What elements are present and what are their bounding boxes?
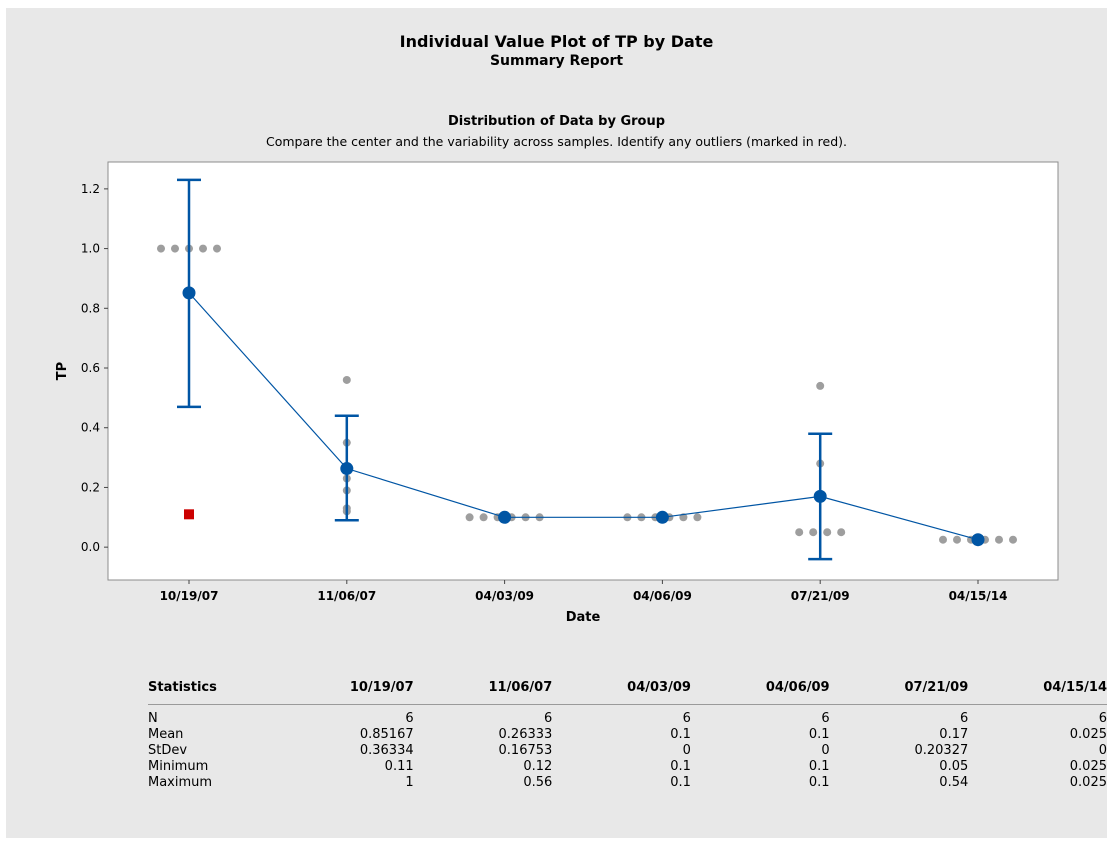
stats-cell: 0.54	[939, 775, 969, 790]
statistics-row: StDev 0.36334 0.16753 0 0 0.20327 0	[148, 743, 1107, 759]
stats-row-label: Mean	[148, 727, 184, 742]
stats-row-label: N	[148, 711, 158, 726]
stats-cell: 0	[1098, 743, 1107, 758]
y-tick-label: 1.2	[81, 182, 100, 196]
stats-cell: 0.05	[939, 759, 969, 774]
stats-cell: 0.1	[670, 727, 691, 742]
stats-cell: 0.36334	[359, 743, 414, 758]
data-point	[809, 528, 818, 537]
statistics-table: Statistics 10/19/07 11/06/07 04/03/09 04…	[148, 678, 1107, 791]
summary-report: Individual Value Plot of TP by Date Summ…	[6, 8, 1107, 838]
y-tick-label: 0.2	[81, 480, 100, 494]
data-point	[199, 244, 207, 253]
y-tick-label: 1.0	[81, 242, 100, 256]
x-tick-label: 04/03/09	[475, 589, 534, 603]
data-point	[479, 513, 488, 522]
stats-cell: 0.1	[670, 775, 691, 790]
mean-marker	[655, 510, 669, 524]
data-point	[171, 244, 179, 253]
statistics-row: Maximum 1 0.56 0.1 0.1 0.54 0.025	[148, 775, 1107, 791]
x-axis-label: Date	[566, 610, 601, 625]
stats-row-label: Maximum	[148, 775, 213, 790]
plot-area	[107, 161, 1059, 581]
x-tick-label: 07/21/09	[791, 589, 850, 603]
stats-cell: 0.025	[1069, 727, 1107, 742]
stats-row-label: StDev	[148, 743, 188, 758]
report-title: Individual Value Plot of TP by Date	[399, 32, 714, 51]
stats-cell: 6	[821, 711, 830, 726]
stats-header-cell: 04/06/09	[690, 678, 830, 705]
data-point	[816, 381, 825, 390]
y-axis-label: TP	[55, 362, 70, 380]
individual-value-plot: 0.0 0.2 0.4 0.6 0.8 1.0 1.2 10/19/07 11/06/07 04/…	[55, 161, 1059, 625]
stats-cell: 0.1	[808, 759, 830, 774]
y-tick-label: 0.8	[81, 301, 100, 315]
stats-cell: 0.11	[384, 759, 414, 774]
stats-cell: 1	[405, 775, 414, 790]
data-point	[837, 528, 846, 537]
data-point	[939, 535, 947, 544]
mean-connect-line	[188, 292, 979, 541]
stats-header-cell: 04/15/14	[968, 678, 1107, 705]
stats-cell: 0.025	[1069, 775, 1107, 790]
data-point	[465, 513, 474, 522]
stats-cell: 0	[821, 743, 830, 758]
statistics-header-row: Statistics 10/19/07 11/06/07 04/03/09 04…	[148, 678, 1107, 705]
stats-cell: 0.025	[1069, 759, 1107, 774]
stats-cell: 6	[405, 711, 414, 726]
data-point	[795, 528, 804, 537]
mean-marker	[182, 286, 196, 300]
data-point	[823, 528, 832, 537]
stats-header-cell: 10/19/07	[274, 678, 414, 705]
stats-cell: 0	[682, 743, 691, 758]
x-tick-label: 10/19/07	[160, 589, 219, 603]
stats-header-cell: Statistics	[148, 678, 275, 705]
data-point	[953, 535, 961, 544]
mean-marker	[498, 510, 512, 524]
stats-cell: 0.17	[939, 727, 969, 742]
data-point	[693, 513, 702, 522]
data-point	[1009, 535, 1017, 544]
data-point	[342, 375, 351, 384]
chart-title: Distribution of Data by Group	[447, 114, 666, 129]
y-tick-label: 0.6	[81, 361, 100, 375]
chart-subtitle: Compare the center and the variability a…	[265, 134, 848, 149]
stats-cell: 0.56	[523, 775, 553, 790]
stats-cell: 0.20327	[914, 743, 969, 758]
data-point	[995, 535, 1003, 544]
stats-cell: 0.16753	[498, 743, 553, 758]
stats-cell: 6	[682, 711, 691, 726]
statistics-row: Minimum 0.11 0.12 0.1 0.1 0.05 0.025	[148, 759, 1107, 775]
mean-marker	[813, 489, 827, 503]
stats-cell: 0.26333	[498, 727, 553, 742]
x-tick-label: 11/06/07	[317, 589, 376, 603]
outlier-point	[184, 509, 194, 520]
x-tick-label: 04/06/09	[633, 589, 692, 603]
stats-cell: 6	[544, 711, 553, 726]
stats-header-cell: 04/03/09	[552, 678, 691, 705]
data-point	[157, 244, 165, 253]
y-tick-label: 0.0	[81, 540, 100, 554]
stats-cell: 6	[959, 711, 969, 726]
x-tick-label: 04/15/14	[949, 589, 1008, 603]
mean-marker	[340, 462, 354, 476]
statistics-row: N 6 6 6 6 6 6	[148, 705, 1107, 728]
stats-cell: 0.85167	[359, 727, 414, 742]
statistics-row: Mean 0.85167 0.26333 0.1 0.1 0.17 0.025	[148, 727, 1107, 743]
mean-marker	[971, 533, 985, 547]
stats-header-cell: 07/21/09	[829, 678, 969, 705]
stats-cell: 0.1	[670, 759, 691, 774]
stats-cell: 0.1	[808, 775, 830, 790]
stats-cell: 0.12	[523, 759, 553, 774]
stats-cell: 0.1	[808, 727, 830, 742]
stats-row-label: Minimum	[148, 759, 209, 774]
stats-header-cell: 11/06/07	[413, 678, 553, 705]
data-point	[213, 244, 221, 253]
stats-cell: 6	[1098, 711, 1107, 726]
y-tick-label: 0.4	[81, 421, 100, 435]
report-subtitle: Summary Report	[489, 53, 624, 69]
